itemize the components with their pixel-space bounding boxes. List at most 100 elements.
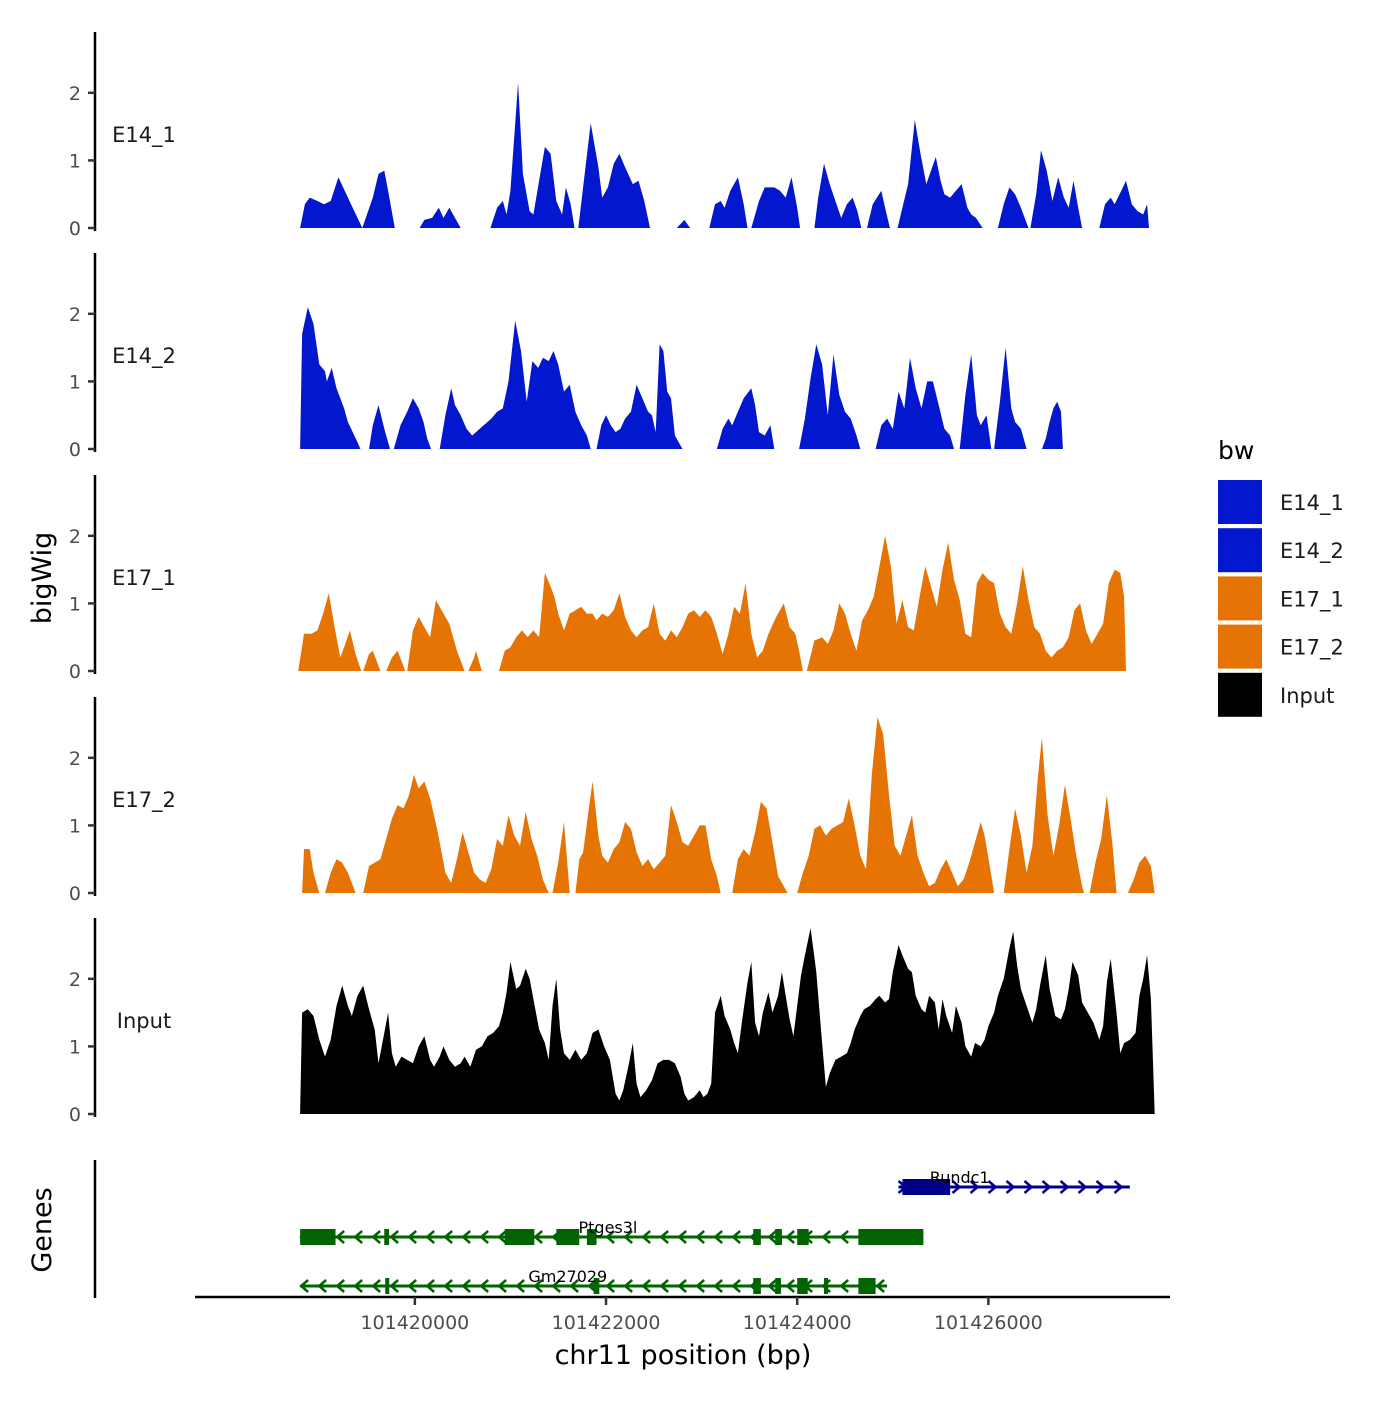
x-axis: 101420000 101422000 101424000 101426000 [195, 1295, 1170, 1334]
strand-chevron [569, 1279, 579, 1293]
x-tick-label: 101420000 [360, 1312, 469, 1334]
y-tick-label: 2 [69, 83, 81, 105]
strand-chevron [969, 1180, 980, 1194]
x-tick-label: 101426000 [934, 1312, 1043, 1334]
strand-chevron [951, 1180, 962, 1194]
strand-chevron [695, 1230, 705, 1244]
strand-chevron [479, 1279, 489, 1293]
coverage-area-E14_1 [300, 82, 1150, 228]
strand-chevron [479, 1230, 489, 1244]
gene-track: Rundc1 Ptges3l Gm27029 [93, 1160, 1130, 1298]
gene-exon [902, 1179, 951, 1195]
gene-exon [593, 1278, 600, 1294]
strand-chevron [461, 1279, 471, 1293]
gene-exon [775, 1278, 781, 1294]
coverage-area-E17_2 [302, 717, 1155, 893]
strand-chevron [659, 1230, 669, 1244]
gene-label: Gm27029 [528, 1267, 607, 1286]
legend-swatch [1218, 480, 1262, 524]
gene-exon [823, 1278, 828, 1294]
y-tick-label: 0 [69, 1104, 81, 1126]
coverage-area-Input [300, 928, 1155, 1114]
track-E17_1: 0 1 2 E17_1 [69, 475, 1126, 683]
y-tick-label: 2 [69, 748, 81, 770]
x-tick-label: 101424000 [743, 1312, 852, 1334]
strand-chevron [731, 1279, 741, 1293]
legend-label: Input [1280, 684, 1334, 708]
strand-chevron [515, 1279, 525, 1293]
strand-chevron [425, 1230, 435, 1244]
strand-chevron [785, 1279, 795, 1293]
strand-chevron [1095, 1180, 1106, 1194]
gene-Ptges3l: Ptges3l [299, 1218, 924, 1245]
strand-chevron [677, 1279, 687, 1293]
strand-chevron [371, 1230, 381, 1244]
x-tick-label: 101422000 [552, 1312, 661, 1334]
coverage-area-E17_1 [298, 535, 1126, 671]
y-axis-title: bigWig [27, 532, 58, 625]
strand-chevron [785, 1230, 795, 1244]
strand-chevron [839, 1230, 849, 1244]
legend-label: E17_2 [1280, 636, 1344, 661]
strand-chevron [497, 1230, 507, 1244]
y-tick-label: 2 [69, 526, 81, 548]
y-tick-label: 2 [69, 304, 81, 326]
track-label: E14_1 [112, 123, 176, 148]
strand-chevron [335, 1230, 345, 1244]
strand-chevron [641, 1279, 651, 1293]
legend-swatch [1218, 624, 1262, 669]
track-E14_2: 0 1 2 E14_2 [69, 253, 1063, 461]
strand-chevron [1113, 1180, 1124, 1194]
y-tick-label: 1 [69, 593, 81, 615]
strand-chevron [353, 1279, 363, 1293]
gene-exon [797, 1229, 809, 1245]
strand-chevron [767, 1279, 777, 1293]
strand-chevron [371, 1279, 381, 1293]
gene-Gm27029: Gm27029 [299, 1267, 888, 1294]
y-tick-label: 1 [69, 815, 81, 837]
track-E14_1: 0 1 2 E14_1 [69, 32, 1150, 240]
gene-exon [753, 1278, 761, 1294]
strand-chevron [623, 1279, 633, 1293]
strand-chevron [461, 1230, 471, 1244]
gene-exon [797, 1278, 808, 1294]
strand-chevron [1023, 1180, 1034, 1194]
strand-chevron [875, 1279, 885, 1293]
strand-chevron [659, 1279, 669, 1293]
y-tick-label: 1 [69, 150, 81, 172]
strand-chevron [987, 1180, 998, 1194]
x-axis-title: chr11 position (bp) [555, 1340, 812, 1371]
strand-chevron [677, 1230, 687, 1244]
strand-chevron [407, 1279, 417, 1293]
strand-chevron [695, 1279, 705, 1293]
y-tick-label: 0 [69, 439, 81, 461]
track-label: E14_2 [112, 344, 176, 369]
strand-chevron [623, 1230, 633, 1244]
strand-chevron [1077, 1180, 1088, 1194]
strand-chevron [317, 1279, 327, 1293]
strand-chevron [533, 1230, 543, 1244]
y-tick-label: 0 [69, 218, 81, 240]
gene-exon [753, 1229, 761, 1245]
strand-chevron [335, 1279, 345, 1293]
legend-swatch [1218, 576, 1262, 621]
legend-label: E14_2 [1280, 539, 1344, 564]
strand-chevron [839, 1279, 849, 1293]
gene-exon [300, 1229, 336, 1245]
strand-chevron [605, 1230, 615, 1244]
strand-chevron [425, 1279, 435, 1293]
gene-exon [504, 1229, 535, 1245]
track-label: E17_1 [112, 566, 176, 591]
gene-Rundc1: Rundc1 [897, 1168, 1130, 1195]
gene-label: Rundc1 [930, 1168, 990, 1187]
strand-chevron [389, 1230, 399, 1244]
track-Input: 0 1 2 Input [69, 918, 1155, 1126]
track-E17_2: 0 1 2 E17_2 [69, 697, 1155, 905]
gene-exon [858, 1229, 924, 1245]
legend-title: bw [1218, 436, 1254, 465]
strand-chevron [605, 1279, 615, 1293]
coverage-tracks: 0 1 2 E14_1 0 1 2 E14_2 0 1 2 E17_1 0 1 2 E17_2 0 1 2 Input [69, 32, 1155, 1126]
strand-chevron [641, 1230, 651, 1244]
